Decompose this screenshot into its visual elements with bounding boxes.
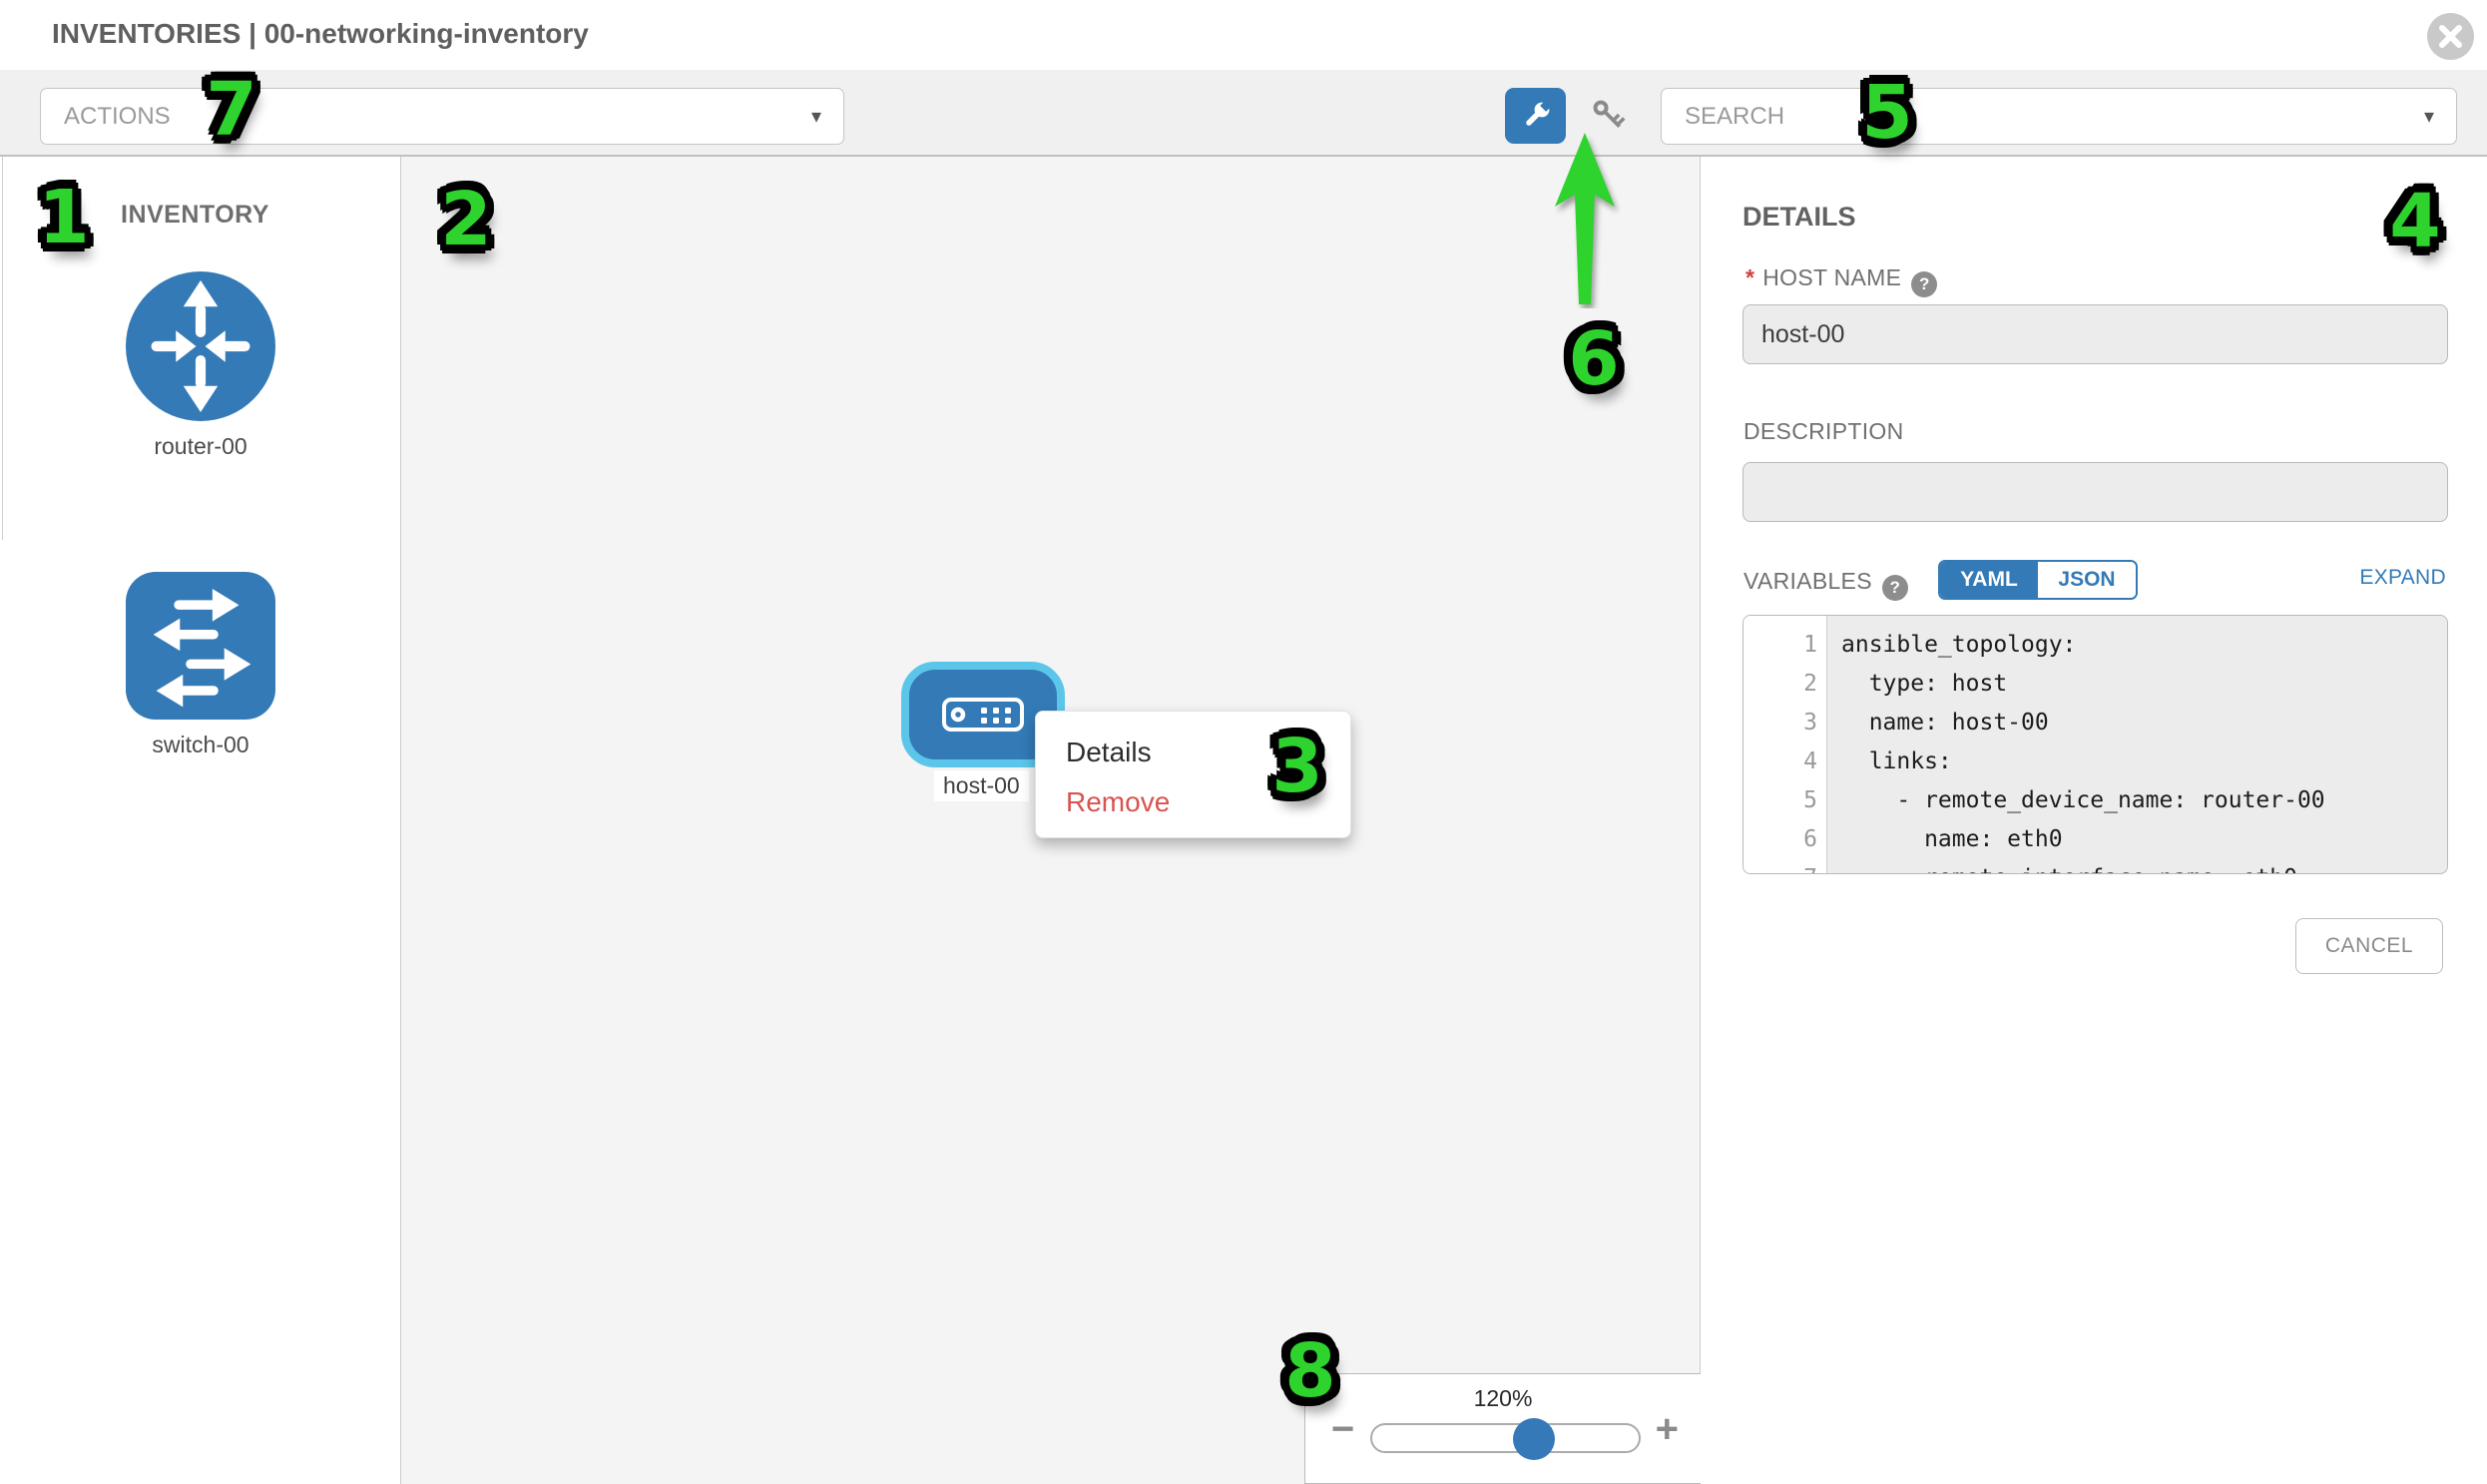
actions-dropdown-placeholder: ACTIONS <box>64 102 171 130</box>
page-title: INVENTORIES | 00-networking-inventory <box>52 18 589 49</box>
details-title: DETAILS <box>1742 202 1856 232</box>
line-number: 3 <box>1803 710 1817 736</box>
annotation-number-1: 1 <box>38 175 90 260</box>
help-icon[interactable]: ? <box>1911 271 1938 297</box>
required-asterisk: * <box>1745 264 1755 290</box>
zoom-control: 120% − + <box>1304 1373 1701 1484</box>
palette-item-label: switch-00 <box>152 732 249 757</box>
toolbar: ACTIONS ▾ SEARCH <box>0 70 2487 157</box>
zoom-out-button[interactable]: − <box>1331 1407 1355 1451</box>
annotation-arrow-up <box>1555 133 1615 304</box>
annotation-number-7: 7 <box>206 67 257 153</box>
key-icon <box>1593 100 1626 129</box>
tools-button[interactable] <box>1505 88 1566 144</box>
chevron-down-icon: ▾ <box>810 106 821 128</box>
zoom-slider[interactable] <box>1370 1418 1641 1460</box>
description-label: DESCRIPTION <box>1743 418 1904 444</box>
actions-dropdown[interactable]: ACTIONS ▾ <box>40 88 844 145</box>
close-icon[interactable] <box>2427 13 2474 60</box>
host-name-input[interactable] <box>1742 304 2448 364</box>
code-line: name: host-00 <box>1841 710 2049 736</box>
code-line: name: eth0 <box>1841 826 2063 852</box>
line-number: 1 <box>1803 632 1817 658</box>
variables-code-editor[interactable]: 1 ansible_topology: 2 type: host 3 name: … <box>1742 615 2448 874</box>
cancel-button[interactable]: CANCEL <box>2295 918 2443 974</box>
tab-yaml[interactable]: YAML <box>1940 562 2038 598</box>
context-menu-details[interactable]: Details <box>1066 737 1152 767</box>
annotation-number-2: 2 <box>440 177 492 262</box>
code-line: type: host <box>1841 671 2008 697</box>
zoom-level-value: 120% <box>1473 1385 1533 1411</box>
search-dropdown[interactable]: SEARCH ▾ <box>1661 88 2457 145</box>
divider <box>2 157 3 540</box>
zoom-in-button[interactable]: + <box>1655 1407 1679 1451</box>
code-line: remote_interface_name: eth0 <box>1841 859 2297 873</box>
annotation-number-4: 4 <box>2389 179 2441 264</box>
line-number: 4 <box>1803 748 1817 774</box>
help-icon[interactable]: ? <box>1881 575 1908 601</box>
code-line: - remote_device_name: router-00 <box>1841 787 2325 813</box>
search-dropdown-placeholder: SEARCH <box>1685 102 1785 130</box>
annotation-number-6: 6 <box>1568 316 1620 402</box>
topology-canvas[interactable]: host-00 Details Remove 120% − + <box>401 157 1701 1484</box>
variables-format-toggle: YAML JSON <box>1938 560 2138 600</box>
window-header: INVENTORIES | 00-networking-inventory <box>0 0 2487 70</box>
annotation-number-3: 3 <box>1271 724 1323 809</box>
context-menu-remove[interactable]: Remove <box>1066 786 1171 817</box>
main-area: INVENTORY router-00 <box>0 157 2487 1484</box>
palette-item-label: router-00 <box>154 433 248 459</box>
description-input[interactable] <box>1742 462 2448 522</box>
tab-json[interactable]: JSON <box>2038 562 2136 598</box>
annotation-number-8: 8 <box>1284 1328 1336 1414</box>
node-context-menu: Details Remove <box>1035 711 1351 838</box>
code-gutter <box>1743 616 1827 873</box>
zoom-slider-handle[interactable] <box>1513 1418 1555 1460</box>
router-icon[interactable] <box>126 271 275 421</box>
inventory-palette: INVENTORY router-00 <box>0 157 401 1484</box>
line-number: 6 <box>1803 826 1817 852</box>
key-button[interactable] <box>1583 93 1637 141</box>
host-node-label: host-00 <box>934 770 1029 801</box>
palette-item-router[interactable]: router-00 <box>0 271 401 460</box>
line-number: 2 <box>1803 671 1817 697</box>
line-number: 7 <box>1743 859 1817 873</box>
wrench-icon <box>1525 100 1552 126</box>
expand-link[interactable]: EXPAND <box>2359 566 2446 589</box>
host-icon <box>942 698 1024 732</box>
host-name-label: * HOST NAME? <box>1745 264 1938 297</box>
variables-label: VARIABLES? <box>1743 568 1908 601</box>
chevron-down-icon: ▾ <box>2423 106 2434 128</box>
code-line: links: <box>1841 748 1952 774</box>
line-number: 5 <box>1803 787 1817 813</box>
switch-icon[interactable] <box>126 572 275 720</box>
palette-item-switch[interactable]: switch-00 <box>0 572 401 758</box>
details-panel: DETAILS *HOST NAME? DESCRIPTION VARIABLE… <box>1702 157 2487 1484</box>
code-line: ansible_topology: <box>1841 632 2077 658</box>
palette-title: INVENTORY <box>121 201 269 229</box>
annotation-number-5: 5 <box>1861 70 1913 156</box>
